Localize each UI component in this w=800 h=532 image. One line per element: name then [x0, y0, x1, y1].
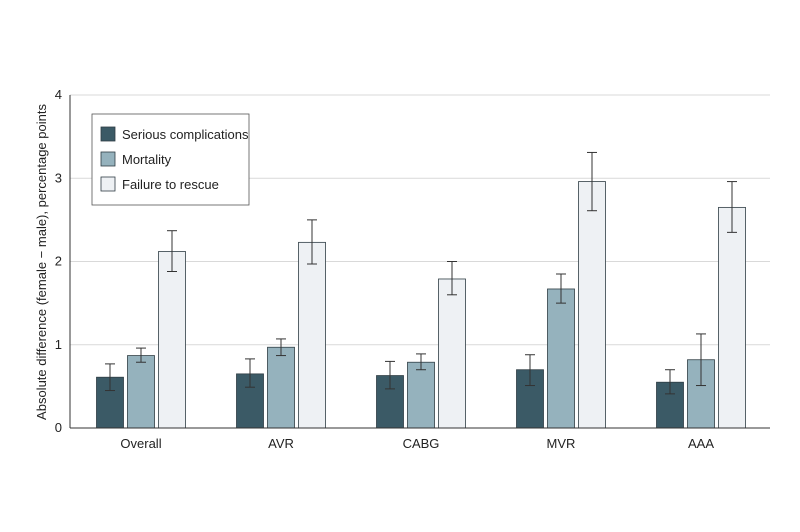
legend-label: Failure to rescue [122, 177, 219, 192]
y-tick-label: 3 [55, 170, 62, 185]
y-tick-label: 0 [55, 420, 62, 435]
y-tick-label: 4 [55, 87, 62, 102]
x-tick-label: AVR [268, 436, 294, 451]
bar [578, 181, 606, 429]
legend: Serious complications Mortality Failure to… [91, 113, 250, 206]
bar [298, 241, 326, 429]
bar [267, 346, 295, 429]
legend-swatch [100, 126, 116, 142]
y-tick-label: 2 [55, 254, 62, 269]
bar [407, 361, 435, 429]
bar [438, 278, 466, 429]
bar [127, 355, 155, 429]
legend-swatch [100, 176, 116, 192]
x-tick-labels: Overall AVR CABG MVR AAA [120, 436, 714, 451]
bar [656, 381, 684, 429]
bars [96, 181, 746, 429]
error-bars [105, 151, 737, 395]
axes [69, 95, 770, 429]
x-tick-label: AAA [688, 436, 714, 451]
x-tick-label: Overall [120, 436, 161, 451]
bar [158, 251, 186, 429]
x-tick-label: MVR [547, 436, 576, 451]
legend-box [91, 113, 250, 206]
y-tick-label: 1 [55, 337, 62, 352]
bar [718, 206, 746, 429]
legend-label: Serious complications [122, 127, 249, 142]
legend-label: Mortality [122, 152, 172, 167]
legend-swatch [100, 151, 116, 167]
y-axis-label: Absolute difference (female − male), per… [34, 104, 49, 420]
y-tick-labels: 0 1 2 3 4 [55, 87, 62, 435]
x-tick-label: CABG [403, 436, 440, 451]
bar [547, 288, 575, 429]
